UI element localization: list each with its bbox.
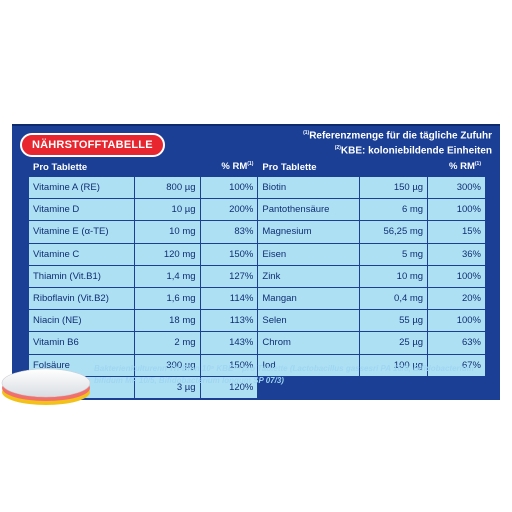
nutrient-percent: 83%	[199, 220, 259, 244]
table-row: Vitamine C 120 mg 150% Eisen 5 mg 36%	[28, 242, 486, 266]
nutrient-amount: 1,6 mg	[133, 286, 201, 311]
table-row: Vitamin B6 2 mg 143% Chrom 25 µg 63%	[28, 331, 486, 355]
nutrient-name: Eisen	[257, 242, 361, 266]
nutrient-name: Vitamin B6	[28, 331, 135, 355]
table-row: Vitamine E (α-TE) 10 mg 83% Magnesium 56…	[28, 220, 486, 244]
nutrient-amount: 55 µg	[359, 309, 429, 333]
kbe-footnote: (2)KBE: koloniebildende Einheiten	[303, 142, 492, 157]
nutrient-amount: 10 mg	[359, 264, 429, 288]
nutrient-amount: 25 µg	[359, 331, 429, 355]
nutrient-percent: 150%	[199, 242, 259, 266]
left-pct-header: % RM(1)	[199, 157, 259, 177]
table-title-badge: NÄHRSTOFFTABELLE	[20, 133, 165, 157]
nutrient-name: Vitamine A (RE)	[28, 175, 135, 200]
rm-footnote-marker: (1)	[303, 130, 310, 136]
table-row: Thiamin (Vit.B1) 1,4 mg 127% Zink 10 mg …	[28, 264, 486, 288]
nutrient-name: Vitamine C	[28, 242, 135, 266]
empty-cell	[257, 375, 486, 399]
left-pct-header-marker: (1)	[247, 161, 254, 168]
nutrient-percent: 36%	[427, 242, 486, 266]
nutrient-amount: 100 µg	[359, 353, 429, 377]
nutrient-percent: 127%	[199, 264, 259, 288]
table-row: Niacin (NE) 18 mg 113% Selen 55 µg 100%	[28, 309, 486, 333]
nutrient-name: Vitamine D	[28, 198, 135, 222]
nutrient-name: Riboflavin (Vit.B2)	[28, 286, 135, 311]
nutrient-percent: 67%	[427, 353, 486, 377]
nutrient-amount: 3 µg	[133, 375, 201, 399]
nutrient-name: Vitamine E (α-TE)	[28, 220, 135, 244]
nutrient-percent: 15%	[427, 220, 486, 244]
nutrient-percent: 100%	[427, 309, 486, 333]
nutrient-percent: 300%	[427, 175, 486, 200]
nutrient-name: Zink	[257, 264, 361, 288]
left-column-header: Pro Tablette	[28, 157, 201, 177]
right-column-header: Pro Tablette	[257, 157, 429, 177]
tablet-image	[1, 368, 91, 405]
nutrient-amount: 2 mg	[133, 331, 201, 355]
bacterial-cultures-note: Bakterienkulturenn Tri-Bion 10⁹ KBE⁽²⁾ p…	[94, 364, 474, 385]
left-pct-header-text: % RM	[221, 161, 248, 173]
nutrient-percent: 143%	[199, 331, 259, 355]
nutrient-percent: 100%	[427, 264, 486, 288]
table-row: Vitamine A (RE) 800 µg 100% Biotin 150 µ…	[28, 175, 486, 200]
table-header-row: Pro Tablette % RM(1) Pro Tablette % RM(1…	[28, 157, 486, 177]
nutrient-amount: 6 mg	[359, 198, 429, 222]
nutrient-amount: 10 µg	[133, 198, 201, 222]
nutrient-amount: 120 mg	[133, 242, 201, 266]
nutrient-name: Magnesium	[257, 220, 361, 244]
nutrient-name: Chrom	[257, 331, 361, 355]
nutrient-percent: 100%	[199, 175, 259, 200]
table-row: Vitamine D 10 µg 200% Pantothensäure 6 m…	[28, 198, 486, 222]
nutrient-name: Iod	[257, 353, 361, 377]
nutrient-percent: 100%	[427, 198, 486, 222]
nutrient-amount: 5 mg	[359, 242, 429, 266]
nutrient-amount: 0,4 mg	[359, 286, 429, 311]
table-row: Riboflavin (Vit.B2) 1,6 mg 114% Mangan 0…	[28, 286, 486, 311]
right-pct-header-marker: (1)	[474, 161, 481, 168]
nutrient-amount: 150 µg	[359, 175, 429, 200]
rm-footnote: (1)Referenzmenge für die tägliche Zufuhr	[303, 127, 492, 142]
nutrient-percent: 20%	[427, 286, 486, 311]
nutrient-name: Biotin	[257, 175, 361, 200]
nutrient-percent: 63%	[427, 331, 486, 355]
nutrient-name: Mangan	[257, 286, 361, 311]
kbe-footnote-marker: (2)	[334, 145, 341, 152]
right-pct-header: % RM(1)	[427, 157, 486, 177]
nutrient-amount: 10 mg	[133, 220, 201, 244]
tablet-white-layer	[1, 368, 91, 398]
nutrient-percent: 120%	[199, 375, 259, 399]
nutrient-percent: 200%	[199, 198, 259, 222]
nutrient-percent: 114%	[199, 286, 259, 311]
right-pct-header-text: % RM	[449, 161, 475, 173]
table-row: Folsäure 300 µg 150% Iod 100 µg 67%	[28, 353, 486, 377]
rm-footnote-text: Referenzmenge für die tägliche Zufuhr	[309, 130, 492, 142]
kbe-footnote-text: KBE: koloniebildende Einheiten	[340, 145, 492, 157]
nutrient-amount: 1,4 mg	[133, 264, 201, 288]
nutrient-name: Selen	[257, 309, 361, 333]
nutrient-amount: 18 mg	[133, 309, 201, 333]
nutrient-name: Pantothensäure	[257, 198, 361, 222]
nutrient-amount: 56,25 mg	[359, 220, 429, 244]
nutrient-name: Thiamin (Vit.B1)	[28, 264, 135, 288]
nutrient-percent: 150%	[199, 353, 259, 377]
nutrition-table: Pro Tablette % RM(1) Pro Tablette % RM(1…	[28, 157, 486, 399]
nutrient-name: Niacin (NE)	[28, 309, 135, 333]
nutrient-amount: 800 µg	[133, 175, 201, 200]
nutrient-percent: 113%	[199, 309, 259, 333]
footnotes: (1)Referenzmenge für die tägliche Zufuhr…	[303, 127, 492, 158]
